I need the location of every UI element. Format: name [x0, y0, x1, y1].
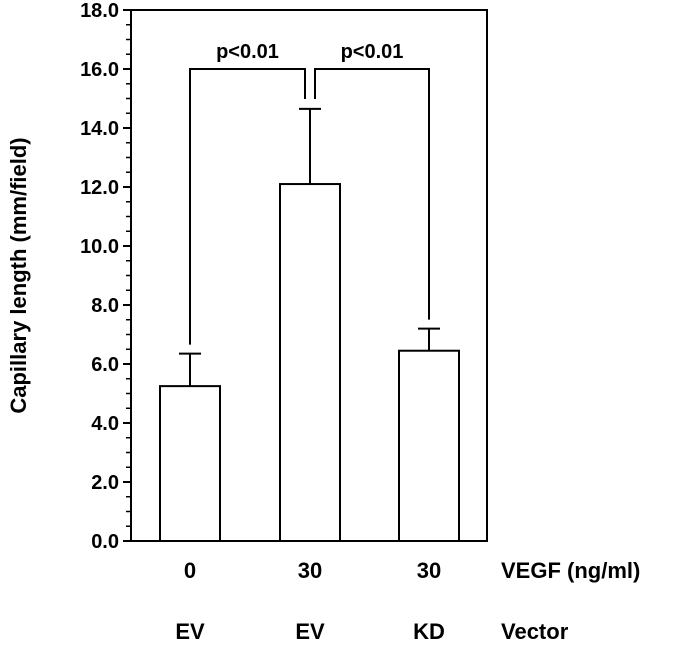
bar-30-KD: [398, 349, 460, 542]
text-layer: 0.0 2.0 4.0 6.0 8.0 10.0 12.0 14.0 16.0 18.0 Capil…: [6, 0, 640, 644]
bar-0-EV: [159, 385, 221, 542]
significance-label: p<0.01: [341, 41, 404, 63]
y-tick-label: 2.0: [91, 472, 119, 494]
x-category-label: 30: [298, 558, 322, 583]
significance-bracket: [314, 68, 430, 320]
x-category-label: 0: [184, 558, 196, 583]
y-tick-label: 16.0: [80, 59, 119, 81]
y-tick-label: 4.0: [91, 413, 119, 435]
y-tick-label: 12.0: [80, 177, 119, 199]
y-tick-label: 0.0: [91, 531, 119, 553]
y-tick-label: 10.0: [80, 236, 119, 258]
bars-layer: [159, 183, 460, 543]
y-tick-label: 8.0: [91, 295, 119, 317]
x-category-label: KD: [413, 619, 445, 644]
x-category-label: EV: [295, 619, 325, 644]
y-tick-label: 14.0: [80, 118, 119, 140]
y-tick-label: 6.0: [91, 354, 119, 376]
y-axis-title: Capillary length (mm/field): [6, 137, 31, 413]
significance-label: p<0.01: [216, 41, 279, 63]
y-tick-label: 18.0: [80, 0, 119, 22]
bar-30-EV: [279, 183, 341, 543]
x-row-label: VEGF (ng/ml): [501, 558, 640, 583]
x-category-label: 30: [417, 558, 441, 583]
error-bars-layer: [179, 107, 440, 387]
x-row-label: Vector: [501, 619, 569, 644]
annotation-layer: [189, 68, 430, 345]
significance-bracket: [189, 68, 306, 345]
x-category-label: EV: [175, 619, 205, 644]
